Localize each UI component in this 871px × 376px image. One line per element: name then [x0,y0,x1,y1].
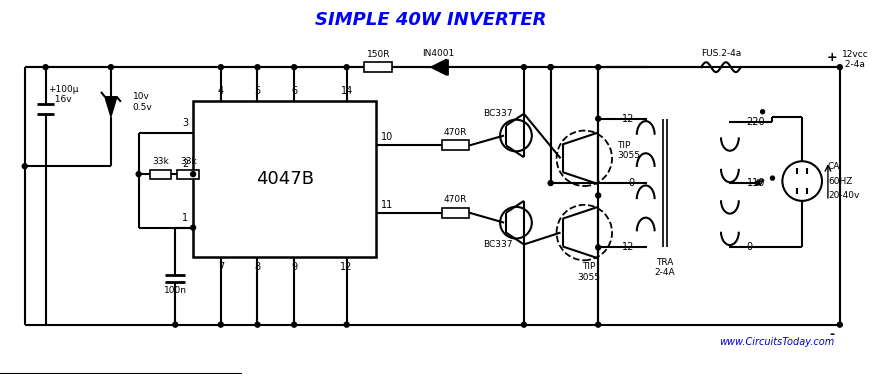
Text: FUS.2-4a: FUS.2-4a [701,49,741,58]
Circle shape [596,245,601,250]
Text: 12vcc
 2-4a: 12vcc 2-4a [841,50,868,69]
Text: 20-40v: 20-40v [828,191,860,200]
Text: BC337: BC337 [483,109,513,118]
Text: 14: 14 [341,86,353,96]
Text: 9: 9 [291,262,297,272]
Circle shape [191,225,196,230]
Circle shape [771,176,774,180]
Circle shape [255,322,260,327]
Circle shape [522,65,526,70]
Text: 150R: 150R [367,50,390,59]
Circle shape [219,65,223,70]
Text: 4: 4 [218,86,224,96]
Text: 7: 7 [218,262,224,272]
Circle shape [760,110,765,114]
Circle shape [255,65,260,70]
Circle shape [292,65,297,70]
Text: 60HZ: 60HZ [828,177,853,186]
Circle shape [596,322,601,327]
Text: -: - [829,328,834,341]
Text: 470R: 470R [444,128,467,137]
Circle shape [344,322,349,327]
Text: 11: 11 [381,200,394,210]
Text: 8: 8 [254,262,260,272]
Circle shape [596,116,601,121]
Circle shape [548,65,553,70]
Text: 12: 12 [623,114,635,124]
Text: +100µ
  16v: +100µ 16v [49,85,79,105]
Text: 4047B: 4047B [256,170,314,188]
Text: CA: CA [828,162,841,171]
Text: 12: 12 [623,243,635,252]
Circle shape [837,322,842,327]
Circle shape [596,193,601,198]
Circle shape [172,322,178,327]
Text: 10: 10 [381,132,394,143]
Text: 470R: 470R [444,196,467,205]
Text: 3: 3 [182,118,188,127]
Text: 10v
0.5v: 10v 0.5v [132,92,152,112]
Circle shape [548,65,553,70]
Text: 220: 220 [746,117,766,127]
Polygon shape [105,97,117,117]
Circle shape [522,322,526,327]
Circle shape [548,180,553,185]
Circle shape [292,322,297,327]
Polygon shape [431,59,447,75]
Text: 6: 6 [291,86,297,96]
Circle shape [23,164,27,169]
Text: 110: 110 [746,178,765,188]
Text: +: + [827,51,837,64]
Circle shape [219,322,223,327]
Text: 12: 12 [341,262,353,272]
Text: 0: 0 [629,178,635,188]
Text: 100n: 100n [164,285,186,294]
Text: TIP
3055: TIP 3055 [577,262,601,282]
Text: www.CircuitsToday.com: www.CircuitsToday.com [719,338,835,347]
Text: 2: 2 [182,159,188,169]
Text: 0: 0 [746,243,753,252]
Circle shape [136,172,141,177]
Text: 33k: 33k [179,157,197,166]
Text: TRA
2-4A: TRA 2-4A [654,258,675,277]
Circle shape [837,65,842,70]
Text: IN4001: IN4001 [422,49,455,58]
Text: BC337: BC337 [483,240,513,249]
Circle shape [191,172,196,177]
Text: SIMPLE 40W INVERTER: SIMPLE 40W INVERTER [315,11,547,29]
Bar [364,62,392,72]
Circle shape [344,65,349,70]
Text: 33k: 33k [152,157,169,166]
Circle shape [596,65,601,70]
Circle shape [43,65,48,70]
Bar [178,170,199,179]
Bar [442,208,469,218]
Circle shape [756,181,760,185]
Bar [193,101,376,257]
Bar [442,141,469,150]
Bar [150,170,172,179]
Text: 5: 5 [254,86,260,96]
Text: TIP
3055: TIP 3055 [617,141,640,160]
Circle shape [109,65,113,70]
Text: 1: 1 [182,213,188,223]
